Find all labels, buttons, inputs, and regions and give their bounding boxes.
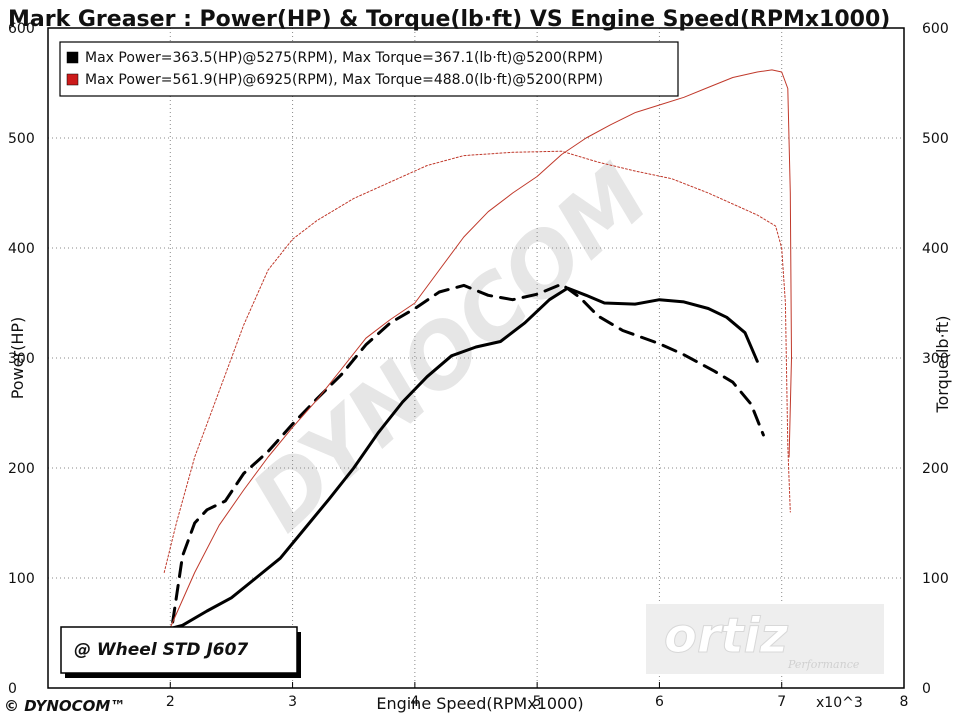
x-axis-multiplier: x10^3 (816, 695, 863, 711)
watermark-text: DYNOCOM (234, 146, 668, 551)
x-tick-label-7: 8 (900, 694, 909, 710)
y-right-tick-label-0: 0 (922, 681, 931, 697)
series-line-4-torque-dotted (163, 150, 791, 573)
y-right-tick-label-3: 300 (922, 351, 949, 367)
ortiz-logo-subtext: Performance (787, 658, 860, 671)
legend-box (59, 41, 679, 97)
ortiz-logo-bg (646, 604, 884, 674)
y-right-tick-label-5: 500 (922, 131, 949, 147)
y-left-tick-label-2: 200 (8, 461, 35, 477)
y-right-tick-label-2: 200 (922, 461, 949, 477)
series-line-1-power-solid (168, 286, 759, 631)
annotation-text: @ Wheel STD J607 (74, 640, 248, 660)
annotation-box: @ Wheel STD J607 (60, 626, 301, 678)
x-tick-label-2: 3 (288, 694, 297, 710)
ortiz-logo-text: ortiz (664, 608, 789, 664)
legend-text-1: Max Power=363.5(HP)@5275(RPM), Max Torqu… (85, 50, 603, 66)
y-left-tick-label-0: 0 (8, 681, 17, 697)
x-tick-label-6: 7 (777, 694, 786, 710)
plot-frame (47, 27, 905, 689)
x-axis-label: Engine Speed(RPMx1000) (376, 694, 583, 713)
series-line-3-power-solid (169, 69, 792, 628)
series-layer (163, 69, 792, 631)
chart-title: Mark Greaser : Power(HP) & Torque(lb·ft)… (8, 7, 890, 32)
dynocom-logo: © DYNOCOM™ (4, 697, 125, 715)
x-tick-label-4: 5 (533, 694, 542, 710)
y-axis-left-label: Power(HP) (8, 317, 27, 400)
y-left-tick-label-4: 400 (8, 241, 35, 257)
y-left-tick-label-6: 600 (8, 21, 35, 37)
x-tick-label-5: 6 (655, 694, 664, 710)
series-line-2-torque-dashed (171, 282, 765, 624)
x-tick-label-1: 2 (166, 694, 175, 710)
legend-swatch-1 (66, 51, 79, 64)
y-left-tick-label-5: 500 (8, 131, 35, 147)
annotation-frame (60, 626, 298, 674)
y-left-tick-label-1: 100 (8, 571, 35, 587)
y-left-tick-label-3: 300 (8, 351, 35, 367)
ortiz-logo: ortiz Performance (646, 604, 884, 674)
watermark-layer: DYNOCOM (234, 146, 668, 551)
y-right-tick-label-4: 400 (922, 241, 949, 257)
legend-text-2: Max Power=561.9(HP)@6925(RPM), Max Torqu… (85, 72, 603, 88)
y-right-tick-label-1: 100 (922, 571, 949, 587)
legend: Max Power=363.5(HP)@5275(RPM), Max Torqu… (59, 41, 679, 97)
legend-swatch-2 (66, 73, 79, 86)
y-axis-right-label: Torque(lb·ft) (933, 315, 952, 413)
y-right-tick-label-6: 600 (922, 21, 949, 37)
x-tick-label-3: 4 (410, 694, 419, 710)
